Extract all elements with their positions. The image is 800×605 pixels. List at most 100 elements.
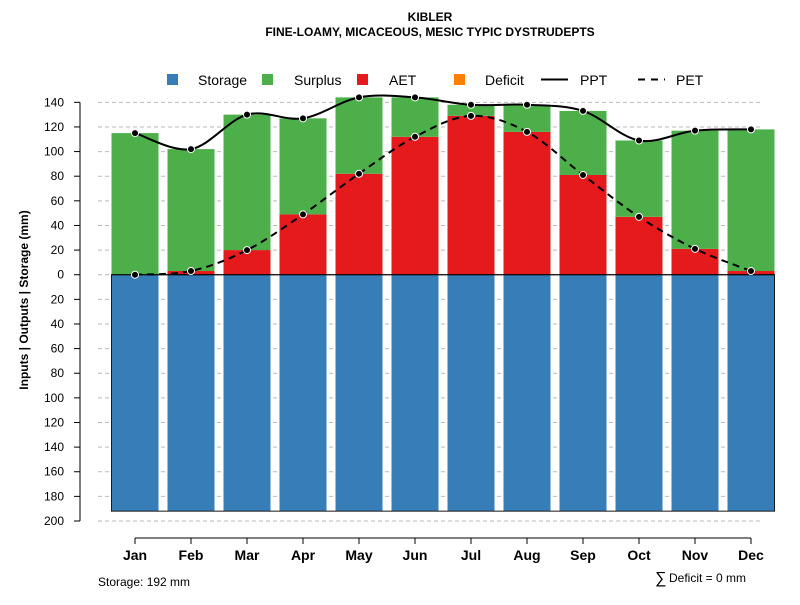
storage-bar-aug — [503, 274, 551, 512]
surplus-bar-mar — [223, 114, 271, 251]
deficit-annotation: Deficit = 0 mm — [669, 571, 746, 585]
storage-bar-jul — [447, 274, 495, 512]
storage-bar-dec — [727, 274, 775, 512]
sigma-icon: ∑ — [655, 570, 666, 587]
storage-bar-mar — [223, 274, 271, 512]
y-tick-label-100: 100 — [44, 145, 64, 159]
x-tick-label-jul: Jul — [461, 547, 481, 563]
storage-bar-apr — [279, 274, 327, 512]
y-tick-label-neg-140: 140 — [44, 440, 64, 454]
ppt-point-nov — [691, 126, 699, 135]
surplus-bar-feb — [167, 149, 215, 272]
pet-point-jun — [411, 132, 419, 141]
storage-bar-feb — [167, 274, 215, 512]
legend-swatch-storage — [167, 74, 178, 85]
legend-swatch-deficit — [454, 74, 465, 85]
surplus-bar-may — [335, 97, 383, 174]
x-tick-label-aug: Aug — [513, 547, 540, 563]
y-tick-label-neg-40: 40 — [51, 317, 65, 331]
storage-bar-nov — [671, 274, 719, 512]
surplus-bar-apr — [279, 118, 327, 215]
storage-bar-sep — [559, 274, 607, 512]
axes: 0 20 40 60 80 100 120 140 20 40 60 80 100 120 140 160 18… — [44, 95, 764, 563]
x-tick-label-dec: Dec — [738, 547, 764, 563]
storage-bar-jun — [391, 274, 439, 512]
aet-bar-oct — [615, 216, 663, 275]
pet-point-aug — [523, 127, 531, 136]
legend-label-aet: AET — [389, 72, 417, 88]
surplus-bar-jan — [111, 133, 159, 275]
pet-point-mar — [243, 246, 251, 255]
bars — [111, 97, 775, 512]
x-tick-label-jun: Jun — [403, 547, 428, 563]
x-tick-label-nov: Nov — [682, 547, 709, 563]
y-tick-label-neg-180: 180 — [44, 489, 64, 503]
pet-point-may — [355, 169, 363, 178]
surplus-bar-dec — [727, 129, 775, 272]
ppt-point-mar — [243, 110, 251, 119]
y-tick-label-neg-20: 20 — [51, 292, 65, 306]
storage-bar-jan — [111, 274, 159, 512]
ppt-point-jul — [467, 100, 475, 109]
legend-swatch-aet — [357, 74, 368, 85]
chart-subtitle: FINE-LOAMY, MICACEOUS, MESIC TYPIC DYSTR… — [265, 25, 594, 39]
y-tick-label-neg-200: 200 — [44, 514, 64, 528]
y-tick-label-40: 40 — [51, 218, 65, 232]
surplus-bar-oct — [615, 140, 663, 217]
aet-bar-sep — [559, 174, 607, 275]
x-tick-label-jan: Jan — [123, 547, 147, 563]
legend-label-pet: PET — [676, 72, 704, 88]
x-tick-label-mar: Mar — [235, 547, 260, 563]
ppt-point-oct — [635, 136, 643, 145]
y-tick-label-140: 140 — [44, 95, 64, 109]
x-tick-label-oct: Oct — [627, 547, 651, 563]
pet-point-feb — [187, 267, 195, 276]
y-tick-label-60: 60 — [51, 194, 65, 208]
pet-point-apr — [299, 210, 307, 219]
aet-bar-nov — [671, 248, 719, 275]
y-tick-label-neg-160: 160 — [44, 465, 64, 479]
legend: Storage Surplus AET Deficit PPT PET — [167, 72, 704, 88]
surplus-bar-sep — [559, 110, 607, 175]
y-tick-label-80: 80 — [51, 169, 65, 183]
legend-label-ppt: PPT — [580, 72, 608, 88]
surplus-bar-jun — [391, 97, 439, 137]
storage-bar-may — [335, 274, 383, 512]
pet-point-oct — [635, 212, 643, 221]
aet-bar-aug — [503, 131, 551, 275]
chart-title: KIBLER — [408, 10, 453, 24]
pet-point-dec — [747, 267, 755, 276]
ppt-point-aug — [523, 100, 531, 109]
y-tick-label-neg-120: 120 — [44, 415, 64, 429]
ppt-point-jun — [411, 93, 419, 102]
ppt-point-feb — [187, 145, 195, 154]
aet-bar-jul — [447, 115, 495, 275]
aet-bar-apr — [279, 214, 327, 275]
storage-annotation: Storage: 192 mm — [98, 575, 190, 589]
series-lines — [131, 93, 755, 279]
storage-bar-oct — [615, 274, 663, 512]
y-tick-label-0: 0 — [57, 268, 64, 282]
y-tick-label-neg-80: 80 — [51, 366, 65, 380]
aet-bar-mar — [223, 250, 271, 275]
x-tick-label-apr: Apr — [291, 547, 316, 563]
legend-label-deficit: Deficit — [485, 72, 524, 88]
ppt-point-jan — [131, 129, 139, 138]
ppt-point-sep — [579, 106, 587, 115]
ppt-point-dec — [747, 125, 755, 134]
y-tick-label-neg-100: 100 — [44, 391, 64, 405]
x-tick-label-may: May — [345, 547, 372, 563]
y-axis-label: Inputs | Outputs | Storage (mm) — [17, 210, 31, 389]
y-tick-label-120: 120 — [44, 120, 64, 134]
pet-point-jan — [131, 270, 139, 279]
pet-point-jul — [467, 111, 475, 120]
y-tick-label-neg-60: 60 — [51, 342, 65, 356]
x-tick-label-feb: Feb — [179, 547, 204, 563]
aet-bar-jun — [391, 136, 439, 275]
x-tick-label-sep: Sep — [570, 547, 596, 563]
surplus-bar-nov — [671, 130, 719, 249]
ppt-point-may — [355, 93, 363, 102]
legend-label-storage: Storage — [198, 72, 247, 88]
